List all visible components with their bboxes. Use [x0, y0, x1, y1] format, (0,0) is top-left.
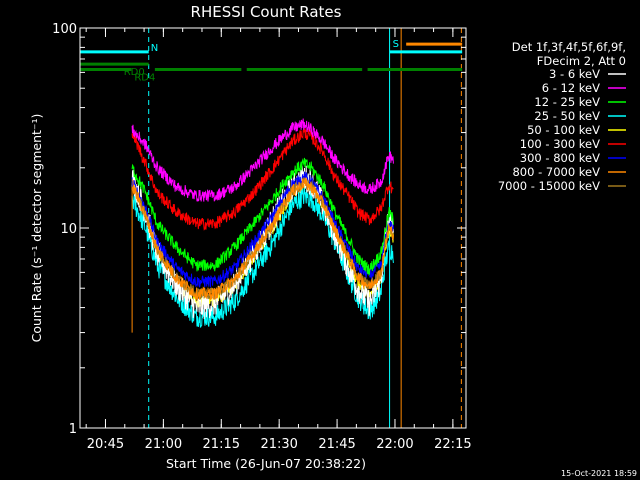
legend-label-4: 50 - 100 keV	[527, 123, 600, 137]
series-line-100-300kev	[131, 128, 394, 231]
x-tick-label-5: 22:00	[376, 437, 413, 452]
x-tick-label-3: 21:30	[260, 437, 297, 452]
x-tick-label-6: 22:15	[434, 437, 471, 452]
y-tick-label-0: 1	[69, 422, 77, 437]
y-axis-label: Count Rate (s⁻¹ detector segment⁻¹)	[29, 114, 44, 343]
x-axis-label: Start Time (26-Jun-07 20:38:22)	[166, 456, 366, 471]
series-line-12-25kev	[131, 157, 394, 276]
legend-label-3: 25 - 50 keV	[534, 109, 600, 123]
legend-label-8: 7000 - 15000 keV	[498, 179, 600, 193]
flag-label-rd0: RD0	[124, 67, 145, 78]
axes: 1 10 100 20:45 21:00 21:15 21:30 21:45 22:00 22:1…	[52, 22, 471, 452]
legend-header-1: FDecim 2, Att 0	[537, 54, 626, 68]
legend-label-0: 3 - 6 keV	[549, 67, 600, 81]
legend-label-1: 6 - 12 keV	[542, 81, 600, 95]
legend-label-2: 12 - 25 keV	[534, 95, 600, 109]
series-line-300-800kev	[131, 171, 394, 288]
legend-label-5: 100 - 300 keV	[520, 137, 600, 151]
legend-label-7: 800 - 7000 keV	[512, 165, 600, 179]
flag-label-rd4: RD4	[134, 73, 155, 84]
series-line-800-7000kev	[131, 177, 394, 302]
x-tick-label-4: 21:45	[318, 437, 355, 452]
flag-label-s: S	[393, 39, 399, 50]
y-tick-label-1: 10	[60, 222, 77, 237]
series-line-6-12kev	[131, 118, 394, 202]
legend-label-6: 300 - 800 keV	[520, 151, 600, 165]
x-tick-label-1: 21:00	[145, 437, 182, 452]
chart-title: RHESSI Count Rates	[191, 3, 342, 21]
timestamp: 15-Oct-2021 18:59	[561, 469, 637, 478]
series-line-7000-15000kev	[131, 177, 394, 300]
y-tick-label-2: 100	[52, 22, 77, 37]
legend-header-0: Det 1f,3f,4f,5f,6f,9f,	[512, 40, 626, 54]
flag-label-n: N	[151, 43, 158, 54]
legend: Det 1f,3f,4f,5f,6f,9f,FDecim 2, Att 03 -…	[498, 40, 626, 193]
x-tick-label-2: 21:15	[203, 437, 240, 452]
x-tick-label-0: 20:45	[87, 437, 124, 452]
